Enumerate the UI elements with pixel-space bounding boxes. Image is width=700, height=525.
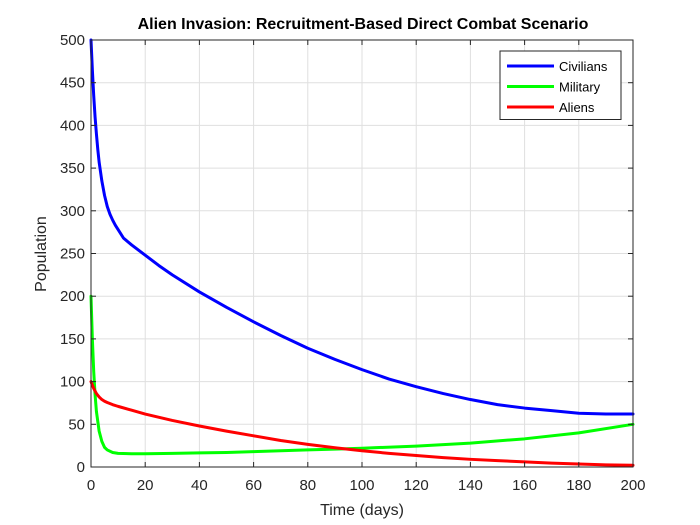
y-tick-label: 350 xyxy=(60,160,85,177)
x-tick-label: 120 xyxy=(404,477,429,494)
x-tick-label: 180 xyxy=(566,477,591,494)
x-tick-label: 20 xyxy=(137,477,154,494)
y-tick-label: 50 xyxy=(68,416,85,433)
y-tick-label: 400 xyxy=(60,117,85,134)
series-line-aliens xyxy=(89,380,635,467)
x-tick-label: 140 xyxy=(458,477,483,494)
axes-box xyxy=(90,39,634,468)
series-line-civilians xyxy=(89,38,635,416)
y-tick-label: 0 xyxy=(77,459,85,476)
x-tick-label: 100 xyxy=(349,477,374,494)
legend-label-aliens: Aliens xyxy=(559,100,595,115)
x-tick-label: 0 xyxy=(87,477,95,494)
y-tick-label: 500 xyxy=(60,32,85,49)
y-tick-label: 300 xyxy=(60,203,85,220)
legend: Civilians Military Aliens xyxy=(499,50,622,120)
series-line-military xyxy=(89,294,635,456)
y-tick-label: 100 xyxy=(60,374,85,391)
chart-title: Alien Invasion: Recruitment-Based Direct… xyxy=(138,16,589,33)
series-lines xyxy=(89,38,635,467)
x-tick-label: 80 xyxy=(299,477,316,494)
legend-label-civilians: Civilians xyxy=(559,59,608,74)
x-tick-label: 160 xyxy=(512,477,537,494)
y-axis-label: Population xyxy=(33,216,50,292)
y-tick-label: 150 xyxy=(60,331,85,348)
legend-label-military: Military xyxy=(559,80,601,95)
x-axis-label: Time (days) xyxy=(320,502,404,519)
tick-labels: 0 20 40 60 80 100 120 140 160 180 200 0 50 100 150 200 2… xyxy=(60,32,646,494)
x-tick-label: 40 xyxy=(191,477,208,494)
x-tick-label: 200 xyxy=(620,477,645,494)
x-tick-label: 60 xyxy=(245,477,262,494)
y-tick-label: 200 xyxy=(60,288,85,305)
y-tick-label: 250 xyxy=(60,246,85,263)
y-tick-label: 450 xyxy=(60,75,85,92)
